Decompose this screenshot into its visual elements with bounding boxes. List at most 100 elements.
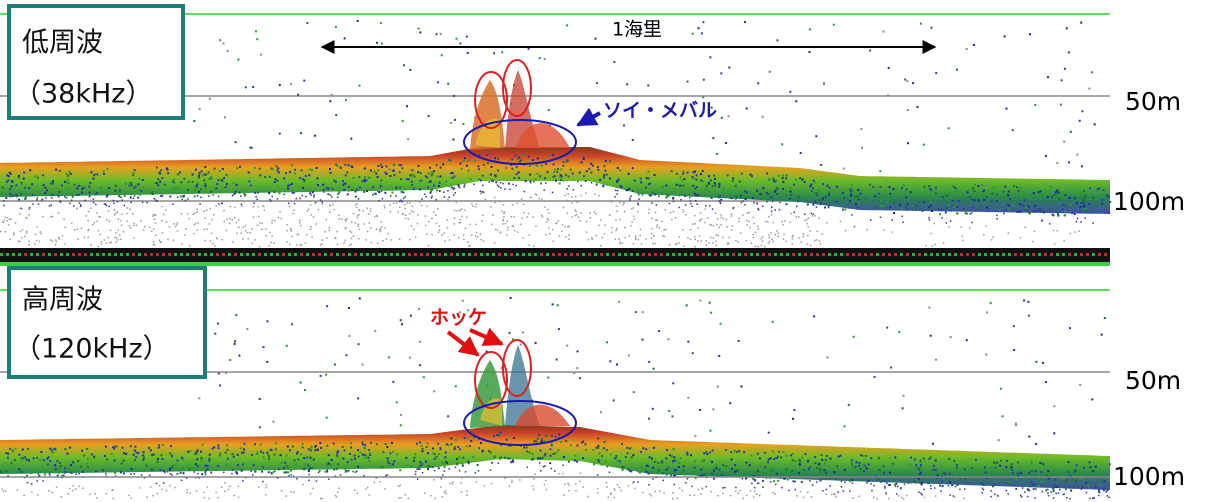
noise [831, 494, 833, 496]
seabed-speckle [948, 192, 950, 194]
noise [270, 242, 272, 244]
noise [456, 202, 458, 204]
seabed-speckle [865, 455, 867, 457]
seabed-speckle [80, 185, 82, 187]
seabed-speckle [52, 452, 54, 454]
seabed-speckle [780, 456, 782, 458]
seabed-speckle [466, 445, 468, 447]
seabed-speckle [978, 195, 980, 197]
noise [969, 227, 971, 229]
noise [274, 220, 276, 222]
seabed-speckle [183, 178, 185, 180]
seabed-speckle [364, 444, 366, 446]
seabed-speckle [5, 452, 7, 454]
separator-speckle [882, 253, 885, 256]
seabed-speckle [696, 174, 698, 176]
noise [240, 196, 242, 198]
seabed-speckle [872, 186, 874, 188]
seabed-speckle [1065, 488, 1067, 490]
noise [440, 487, 442, 489]
noise [98, 230, 100, 232]
seabed-speckle [1085, 482, 1087, 484]
noise [784, 220, 786, 222]
seabed-speckle [0, 471, 2, 473]
seabed-speckle [458, 456, 460, 458]
noise [101, 243, 103, 245]
seabed-speckle [866, 482, 868, 484]
seabed-speckle [511, 168, 513, 170]
seabed-speckle [849, 480, 851, 482]
seabed-speckle [204, 185, 206, 187]
water-dot [535, 342, 537, 344]
noise [442, 474, 444, 476]
seabed-speckle [310, 450, 312, 452]
noise [399, 206, 401, 208]
seabed-speckle [673, 456, 675, 458]
noise [754, 223, 756, 225]
noise [746, 220, 748, 222]
seabed-speckle [770, 196, 772, 198]
seabed-speckle [913, 209, 915, 211]
seabed-speckle [983, 199, 985, 201]
seabed-speckle [9, 172, 11, 174]
noise [398, 485, 400, 487]
noise [628, 485, 630, 487]
seabed-speckle [273, 454, 275, 456]
noise [502, 183, 504, 185]
noise [1050, 491, 1052, 493]
seabed-speckle [413, 173, 415, 175]
seabed-speckle [425, 175, 427, 177]
separator-speckle [954, 253, 957, 256]
separator-speckle [576, 253, 579, 256]
noise [355, 204, 357, 206]
noise [223, 210, 225, 212]
noise [833, 493, 835, 495]
noise [27, 482, 29, 484]
seabed-speckle [692, 185, 694, 187]
seabed-speckle [268, 192, 270, 194]
noise [498, 186, 500, 188]
seabed-speckle [592, 165, 594, 167]
noise [771, 214, 773, 216]
seabed-speckle [434, 458, 436, 460]
seabed-speckle [982, 484, 984, 486]
water-dot [462, 300, 464, 302]
seabed-speckle [326, 445, 328, 447]
noise [750, 490, 752, 492]
seabed-speckle [555, 180, 557, 182]
seabed-speckle [32, 194, 34, 196]
seabed-speckle [645, 448, 647, 450]
seabed-speckle [1068, 461, 1070, 463]
water-dot [986, 311, 988, 313]
water-dot [358, 343, 360, 345]
noise [1108, 497, 1110, 499]
noise [322, 203, 324, 205]
noise [213, 194, 215, 196]
noise [751, 483, 753, 485]
noise [665, 229, 667, 231]
noise [49, 205, 51, 207]
noise [761, 245, 763, 247]
noise [266, 484, 268, 486]
seabed-speckle [173, 179, 175, 181]
seabed-speckle [382, 451, 384, 453]
noise [962, 236, 964, 238]
seabed-speckle [979, 190, 981, 192]
seabed-speckle [828, 205, 830, 207]
noise [573, 189, 575, 191]
noise [838, 492, 840, 494]
noise [1066, 497, 1068, 499]
water-dot [440, 33, 442, 35]
noise [817, 231, 819, 233]
seabed-speckle [52, 471, 54, 473]
separator-speckle [918, 253, 921, 256]
seabed-speckle [745, 462, 747, 464]
noise [481, 220, 483, 222]
seabed-speckle [513, 437, 515, 439]
seabed-speckle [11, 462, 13, 464]
seabed-speckle [354, 191, 356, 193]
noise [349, 245, 351, 247]
seabed-speckle [510, 461, 512, 463]
seabed-speckle [603, 176, 605, 178]
noise [811, 213, 813, 215]
